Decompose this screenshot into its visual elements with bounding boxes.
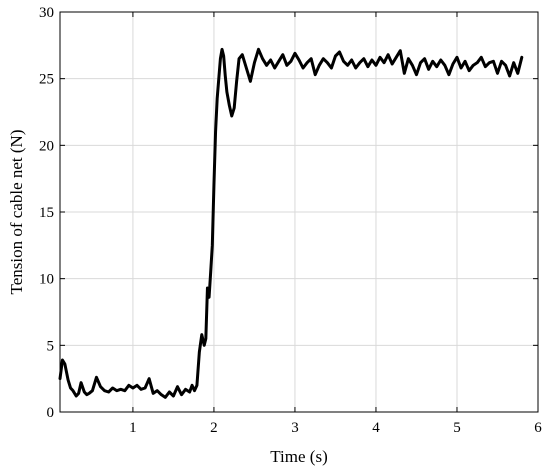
y-tick-label: 5 — [47, 338, 55, 354]
series-line-1 — [58, 47, 524, 399]
series-layer — [58, 47, 524, 399]
y-tick-label: 20 — [39, 138, 54, 154]
y-tick-label: 30 — [39, 5, 54, 21]
y-tick-label: 10 — [39, 272, 54, 288]
x-tick-label: 1 — [129, 420, 137, 436]
y-tick-label: 15 — [39, 205, 54, 221]
y-axis-label: Tension of cable net (N) — [7, 130, 26, 295]
y-tick-labels: 0 5 10 15 20 25 30 — [39, 5, 54, 421]
x-tick-label: 5 — [453, 420, 461, 436]
axis-ticks — [60, 11, 539, 413]
x-axis-label: Time (s) — [270, 447, 327, 466]
grid-lines — [60, 11, 539, 413]
y-tick-label: 25 — [39, 72, 54, 88]
y-tick-label: 0 — [47, 405, 55, 421]
x-tick-label: 2 — [210, 420, 218, 436]
x-tick-label: 3 — [291, 420, 299, 436]
x-tick-labels: 1 2 3 4 5 6 — [129, 420, 542, 436]
x-tick-label: 4 — [372, 420, 380, 436]
x-tick-label: 6 — [534, 420, 542, 436]
